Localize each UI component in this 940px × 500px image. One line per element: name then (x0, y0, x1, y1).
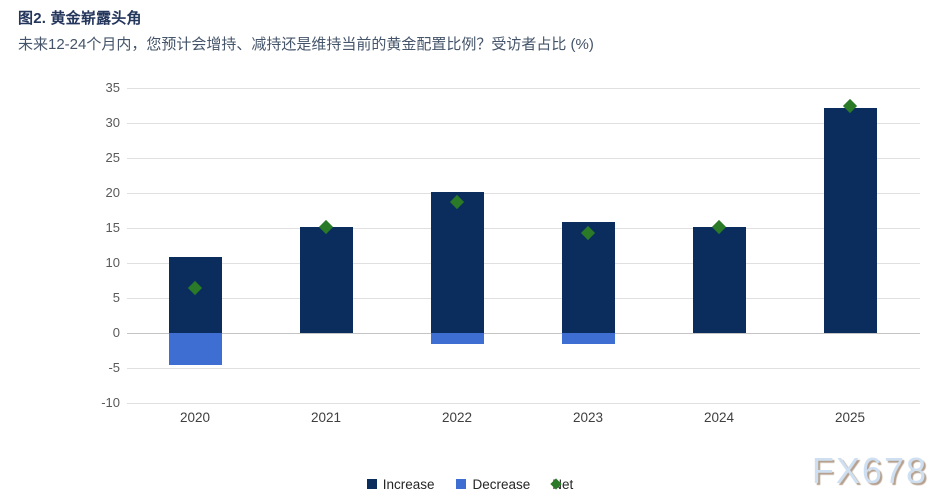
bar-increase-2022 (430, 192, 484, 333)
x-axis-label: 2023 (572, 410, 604, 425)
figure-subtitle: 未来12-24个月内，您预计会增持、减持还是维持当前的黄金配置比例？受访者占比 … (18, 36, 594, 53)
y-tick-label: -10 (101, 395, 120, 410)
x-axis-label: 2021 (310, 410, 342, 425)
bar-decrease-2023 (561, 333, 615, 344)
y-tick-label: 15 (105, 220, 120, 235)
legend-item-net: Net (550, 477, 573, 492)
figure-title: 图2. 黄金崭露头角 (18, 10, 142, 27)
gridline (127, 227, 920, 229)
bar-increase-2021 (299, 226, 353, 333)
x-axis-label: 2020 (179, 410, 211, 425)
y-tick-label: -5 (108, 360, 120, 375)
gridline (127, 262, 920, 264)
gridline (127, 192, 920, 194)
gridline (127, 367, 920, 369)
gridline (127, 122, 920, 124)
x-axis-label: 2024 (703, 410, 735, 425)
y-tick-label: 35 (105, 80, 120, 95)
bar-decrease-2022 (430, 333, 484, 344)
bar-increase-2024 (692, 227, 746, 333)
gridline (127, 402, 920, 404)
y-tick-label: 25 (105, 150, 120, 165)
legend-item-decrease: Decrease (456, 477, 530, 492)
y-tick-label: 0 (112, 325, 120, 340)
bar-increase-2025 (823, 107, 877, 333)
x-axis-label: 2025 (834, 410, 866, 425)
gridline (127, 157, 920, 159)
y-tick-label: 5 (112, 290, 120, 305)
x-axis-label: 2022 (441, 410, 473, 425)
legend-square-icon (456, 479, 467, 489)
gridline (127, 332, 920, 334)
bar-increase-2020 (168, 257, 222, 333)
legend: Increase Decrease Net (0, 475, 940, 493)
gridline (127, 87, 920, 89)
legend-square-icon (366, 479, 377, 489)
y-tick-label: 20 (105, 185, 120, 200)
legend-label: Decrease (472, 476, 531, 492)
legend-item-increase: Increase (366, 476, 435, 492)
legend-label: Increase (382, 476, 435, 492)
y-tick-label: 30 (105, 115, 120, 130)
bar-decrease-2020 (168, 333, 222, 365)
watermark-fx678: FX678 (811, 450, 928, 491)
gridline (127, 297, 920, 299)
bar-increase-2023 (561, 222, 615, 333)
y-tick-label: 10 (105, 255, 120, 270)
